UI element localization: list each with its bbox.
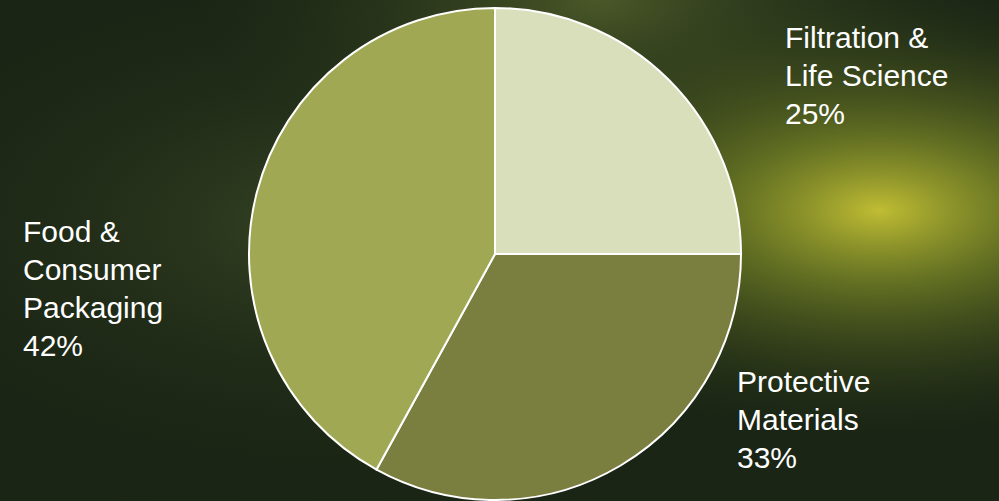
slice-label-line: Filtration & — [785, 21, 928, 54]
data-label: 25% — [785, 97, 845, 130]
background-glow — [0, 0, 999, 501]
slice-label-line: Consumer — [23, 253, 161, 286]
background — [0, 0, 999, 501]
pie — [249, 8, 741, 500]
background-glow — [0, 0, 999, 501]
slice-label-line: Protective — [737, 365, 870, 398]
data-label: 42% — [23, 329, 83, 362]
pie-slice — [495, 8, 741, 254]
data-label: 33% — [737, 441, 797, 474]
slice-label: Protective Materials — [737, 365, 870, 436]
slice-label: Food & Consumer Packaging — [23, 215, 163, 324]
chart: Filtration & Life Science 25% Protective Mat… — [0, 0, 999, 501]
slice-label: Filtration & Life Science — [785, 21, 948, 92]
pie-slice — [249, 8, 495, 470]
background-glow — [0, 0, 999, 501]
slice-label-line: Life Science — [785, 59, 948, 92]
slice-label-line: Materials — [737, 403, 859, 436]
background-base — [0, 0, 999, 501]
slice-label-line: Packaging — [23, 291, 163, 324]
labels: Filtration & Life Science 25% Protective Mat… — [23, 21, 948, 474]
slice-label-line: Food & — [23, 215, 120, 248]
